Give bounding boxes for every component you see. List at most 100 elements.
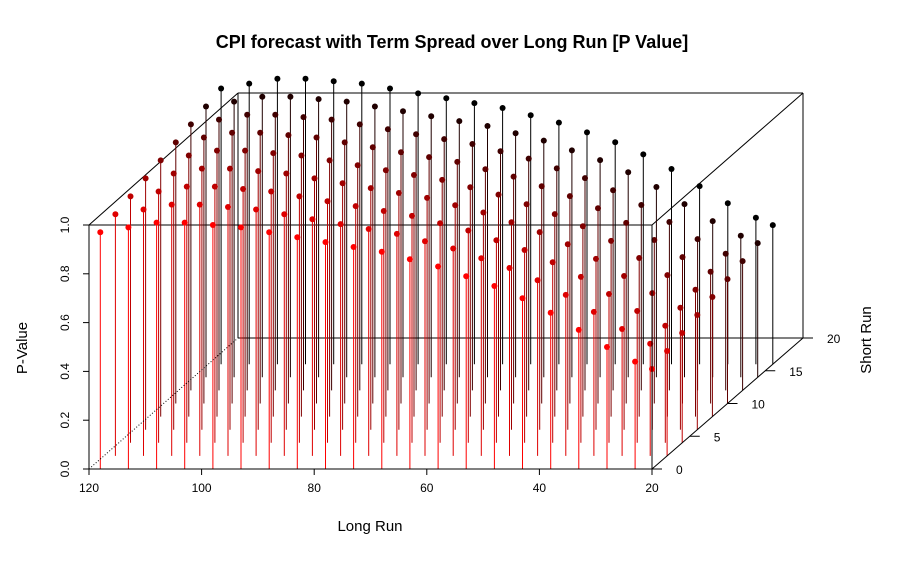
data-point: [339, 180, 346, 187]
data-point: [512, 130, 519, 137]
data-point: [679, 330, 686, 336]
data-point: [322, 239, 329, 246]
data-point: [562, 291, 569, 298]
data-point: [709, 294, 716, 300]
data-point: [737, 232, 744, 239]
series-short-run-12: [187, 111, 746, 391]
data-point: [358, 80, 365, 87]
data-point: [577, 273, 584, 280]
data-point: [168, 201, 175, 208]
data-point: [337, 221, 344, 228]
data-point: [640, 151, 647, 158]
data-point: [519, 295, 526, 302]
box-top-left-depth: [88, 92, 239, 226]
data-point: [679, 254, 686, 261]
data-point: [547, 309, 554, 316]
data-point: [424, 194, 431, 201]
y-tick-label: 20: [827, 332, 841, 346]
data-point: [653, 184, 660, 190]
data-point: [183, 183, 190, 190]
data-point: [350, 244, 357, 250]
data-point: [422, 238, 428, 245]
data-point: [209, 222, 216, 228]
y-tick-label: 10: [752, 398, 766, 412]
data-point: [415, 90, 422, 97]
data-point: [484, 123, 491, 129]
data-point: [287, 93, 294, 100]
data-point: [428, 113, 435, 120]
data-point: [125, 224, 132, 231]
data-point: [127, 193, 134, 200]
series-short-run-4: [127, 183, 686, 443]
data-point: [467, 184, 474, 191]
data-point: [664, 348, 671, 354]
data-point: [707, 268, 714, 275]
data-point: [590, 308, 597, 315]
data-point: [231, 98, 238, 105]
chart-title: CPI forecast with Term Spread over Long …: [216, 32, 688, 52]
data-point: [382, 167, 389, 174]
data-point: [315, 96, 322, 103]
data-point: [677, 304, 684, 311]
data-point: [621, 273, 628, 279]
data-point: [356, 121, 363, 128]
data-point: [604, 344, 610, 350]
data-point: [309, 216, 316, 223]
data-point: [709, 218, 716, 225]
data-point: [218, 85, 225, 92]
data-point: [409, 212, 415, 219]
data-point: [330, 78, 337, 85]
y-tick-label: 15: [789, 365, 803, 379]
data-point: [482, 166, 489, 173]
data-point: [246, 80, 253, 87]
data-point: [242, 147, 249, 154]
data-point: [395, 190, 402, 196]
data-point: [170, 170, 177, 177]
data-point: [153, 219, 160, 226]
data-point: [185, 152, 192, 159]
data-point: [257, 129, 264, 136]
y-tick-label: 0: [676, 463, 683, 477]
data-point: [582, 175, 588, 182]
data-point: [266, 229, 273, 236]
data-point: [112, 211, 119, 218]
data-point: [568, 147, 575, 154]
data-point: [584, 129, 590, 136]
series-short-run-16: [218, 75, 776, 365]
data-point: [352, 203, 359, 210]
data-point: [328, 116, 335, 123]
data-point: [681, 201, 688, 208]
data-point: [521, 247, 528, 253]
data-point: [181, 219, 188, 226]
data-point: [536, 229, 543, 236]
data-point: [411, 172, 417, 178]
data-point: [593, 255, 599, 262]
data-point: [491, 283, 498, 289]
data-point: [272, 111, 279, 118]
data-point: [443, 95, 450, 102]
data-point: [610, 187, 617, 194]
data-point: [739, 258, 746, 265]
x-tick-label: 60: [420, 481, 434, 495]
data-point: [238, 224, 244, 231]
data-point: [553, 165, 560, 172]
data-point: [435, 263, 442, 270]
data-point: [555, 119, 562, 126]
data-point: [294, 234, 301, 241]
data-point: [369, 144, 376, 151]
data-point: [662, 322, 669, 329]
data-point: [326, 157, 333, 164]
data-point: [724, 276, 731, 283]
data-point: [229, 129, 236, 136]
data-point: [575, 326, 582, 333]
z-tick-label: 0.8: [58, 265, 72, 282]
z-tick-label: 0.0: [58, 460, 72, 477]
data-point: [538, 183, 545, 190]
data-point: [564, 241, 571, 248]
x-tick-label: 80: [308, 481, 322, 495]
data-point: [413, 131, 420, 138]
x-axis-title: Long Run: [337, 518, 402, 535]
data-point: [313, 134, 320, 141]
data-point: [612, 139, 619, 146]
data-point: [506, 265, 513, 271]
